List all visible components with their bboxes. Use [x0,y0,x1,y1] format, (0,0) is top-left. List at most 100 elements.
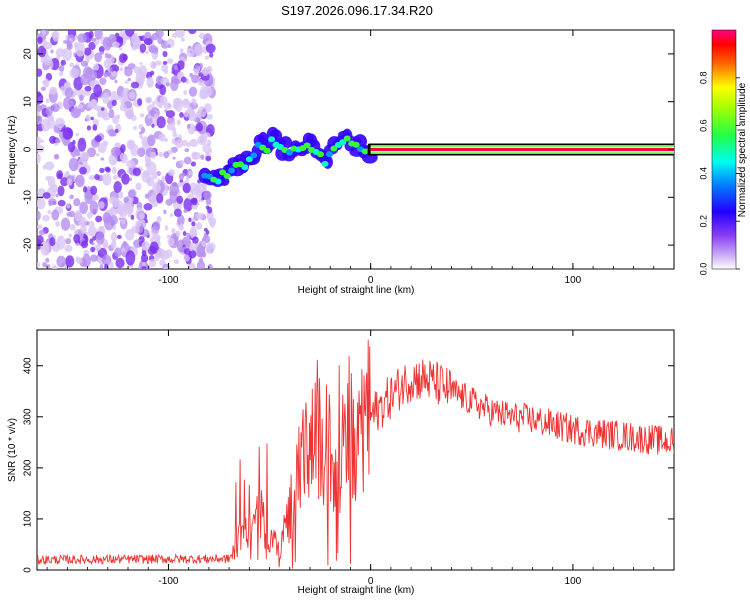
noise-blob [137,147,146,158]
colorbar: 0.0 0.2 0.4 0.6 0.8 Normalized spectral ampl… [698,29,748,275]
noise-blob [188,30,197,35]
noise-blob [130,81,140,89]
noise-blob [55,220,61,228]
spectrogram-ytick-label: -10 [23,190,34,205]
trace-core [228,167,236,174]
spectrogram-ytick-label: 20 [23,48,34,60]
noise-blob [162,60,168,65]
noise-blob [60,177,69,187]
noise-blob [183,253,191,262]
noise-blob [204,132,211,138]
noise-blob [165,110,176,118]
noise-blob [175,30,185,38]
noise-blob [140,126,146,134]
noise-blob [37,224,43,230]
noise-blob [55,117,65,129]
noise-blob [43,78,50,88]
noise-blob [103,71,109,78]
noise-blob [107,128,116,137]
noise-blob [113,181,122,193]
noise-blob [121,218,126,224]
noise-blob [45,106,53,117]
noise-blob [195,122,204,132]
trace-core [214,178,222,185]
trace-halo [219,176,230,186]
noise-blob [107,53,112,59]
noise-blob [37,115,43,124]
noise-blob [86,125,92,131]
noise-blob [195,212,204,220]
spectrogram-xlabel: Height of straight line (km) [298,285,415,296]
noise-blob [90,116,94,121]
noise-blob [91,197,97,202]
noise-blob [104,52,109,59]
noise-blob [189,245,193,252]
noise-blob [141,240,150,251]
noise-blob [51,264,58,269]
noise-blob [131,115,137,121]
noise-blob [65,237,72,245]
noise-blob [156,248,166,259]
noise-blob [94,135,102,143]
noise-blob [98,201,105,209]
noise-blob [114,79,118,84]
noise-blob [93,64,100,71]
noise-blob [79,94,84,102]
noise-blob [116,36,123,43]
colorbar-ticks: 0.0 0.2 0.4 0.6 0.8 [698,72,740,275]
noise-blob [82,186,88,193]
noise-blob [133,66,140,74]
snr-axes: -100 0 100 0 100 200 300 400 [23,330,675,587]
noise-blob [183,209,188,213]
noise-blob [195,222,203,230]
colorbar-tick-label: 0.8 [698,72,708,85]
noise-blob [133,125,137,130]
noise-blob [166,122,176,131]
trace-core [205,173,213,180]
noise-blob [102,140,109,147]
noise-blob [74,209,82,222]
noise-blob [118,53,127,64]
noise-blob [188,86,198,97]
snr-frame [36,329,675,571]
noise-blob [181,99,191,109]
noise-blob [64,244,73,252]
noise-blob [194,43,204,57]
noise-blob [130,225,140,234]
noise-blob [88,175,95,181]
noise-blob [124,80,129,84]
noise-blob [164,138,169,143]
steady-band-core [370,148,674,151]
noise-blob [115,257,125,269]
noise-blob [121,173,130,185]
noise-blob [75,148,81,157]
noise-blob [139,133,143,140]
noise-blob [112,41,120,48]
noise-blob [158,151,164,158]
noise-blob [147,134,156,147]
noise-blob [151,33,159,41]
noise-blob [66,203,71,209]
noise-blob [131,45,137,51]
noise-blob [145,96,153,104]
snr-panel: -100 0 100 0 100 200 300 400 Height of straight… [7,329,675,596]
noise-blob [148,45,159,54]
noise-blob [64,87,74,99]
noise-blob [188,111,197,122]
trace-core [321,160,329,167]
noise-blob [44,161,55,171]
noise-blob [163,102,172,110]
trace-core [339,139,347,146]
noise-blob [175,230,181,237]
noise-blob [201,240,206,247]
noise-blob [156,215,162,223]
noise-blob [92,124,98,131]
noise-blob [112,175,119,181]
noise-blob [41,139,45,143]
colorbar-tick-label: 0.4 [698,167,708,180]
noise-blob [145,50,149,55]
noise-blob [188,171,193,176]
noise-blob [187,262,196,269]
noise-blob [110,240,117,249]
